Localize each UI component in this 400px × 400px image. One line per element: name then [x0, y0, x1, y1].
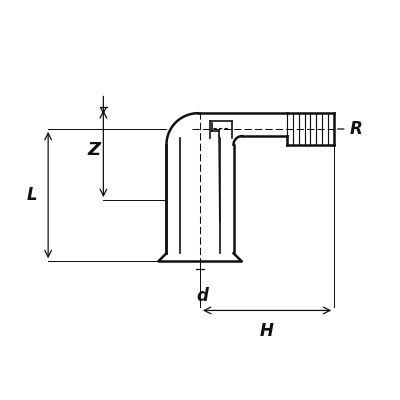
- Text: H: H: [260, 322, 274, 340]
- Text: Z: Z: [87, 141, 100, 159]
- Text: L: L: [27, 186, 38, 204]
- Text: d: d: [196, 287, 208, 305]
- Text: R: R: [350, 120, 363, 138]
